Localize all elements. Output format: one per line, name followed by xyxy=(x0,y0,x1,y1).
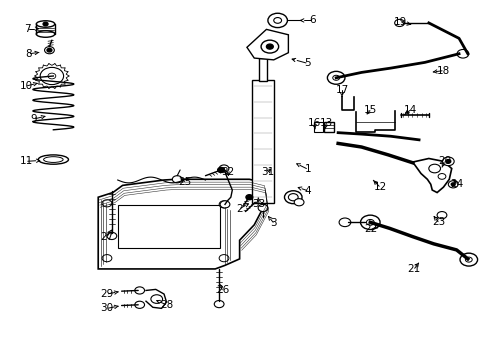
Circle shape xyxy=(219,255,228,262)
Text: 13: 13 xyxy=(319,118,332,128)
Circle shape xyxy=(447,181,457,188)
Text: 12: 12 xyxy=(373,182,386,192)
Text: 29: 29 xyxy=(100,289,113,299)
Text: 2: 2 xyxy=(236,204,243,214)
Circle shape xyxy=(459,253,477,266)
Circle shape xyxy=(273,18,281,23)
Circle shape xyxy=(338,218,350,226)
Text: 25: 25 xyxy=(178,177,191,187)
Circle shape xyxy=(48,73,56,79)
Text: 5: 5 xyxy=(304,58,310,68)
Circle shape xyxy=(267,13,287,28)
Polygon shape xyxy=(98,179,266,269)
Circle shape xyxy=(219,165,228,172)
Circle shape xyxy=(40,67,63,85)
Circle shape xyxy=(135,287,144,294)
Circle shape xyxy=(172,176,182,183)
Text: 11: 11 xyxy=(20,156,33,166)
Circle shape xyxy=(44,46,54,54)
Text: 23: 23 xyxy=(431,217,444,227)
Circle shape xyxy=(217,167,224,172)
Circle shape xyxy=(394,19,404,27)
FancyBboxPatch shape xyxy=(252,80,273,203)
Text: 14: 14 xyxy=(403,105,416,115)
Text: 24: 24 xyxy=(449,179,462,189)
Circle shape xyxy=(261,40,278,53)
Circle shape xyxy=(437,174,445,179)
Text: 15: 15 xyxy=(363,105,376,115)
Polygon shape xyxy=(412,158,451,193)
Text: 32: 32 xyxy=(221,167,234,177)
Text: 4: 4 xyxy=(304,186,310,196)
Text: 28: 28 xyxy=(160,300,173,310)
Text: 10: 10 xyxy=(20,81,33,91)
Circle shape xyxy=(465,257,471,262)
Ellipse shape xyxy=(36,21,55,27)
Text: 30: 30 xyxy=(100,303,113,314)
Circle shape xyxy=(288,194,298,201)
Text: 7: 7 xyxy=(24,24,31,34)
Text: 3: 3 xyxy=(270,218,277,228)
Text: 20: 20 xyxy=(437,156,450,166)
Polygon shape xyxy=(246,30,288,60)
Text: 1: 1 xyxy=(304,164,310,174)
Ellipse shape xyxy=(43,157,63,162)
Text: 16: 16 xyxy=(307,118,320,128)
Circle shape xyxy=(445,159,450,163)
FancyBboxPatch shape xyxy=(259,58,266,81)
Circle shape xyxy=(102,255,112,262)
Text: 8: 8 xyxy=(25,49,32,59)
Text: 22: 22 xyxy=(364,225,377,234)
Circle shape xyxy=(327,71,344,84)
Circle shape xyxy=(219,201,228,208)
Ellipse shape xyxy=(36,31,55,37)
Text: 9: 9 xyxy=(30,114,37,124)
Circle shape xyxy=(284,191,302,204)
Text: 27: 27 xyxy=(100,232,113,242)
Text: 21: 21 xyxy=(407,264,420,274)
Circle shape xyxy=(43,22,48,26)
Circle shape xyxy=(332,75,339,80)
Circle shape xyxy=(220,201,229,208)
Text: 19: 19 xyxy=(393,17,407,27)
Circle shape xyxy=(258,204,267,212)
Text: 18: 18 xyxy=(436,66,449,76)
Circle shape xyxy=(266,44,273,49)
Circle shape xyxy=(214,301,224,308)
FancyBboxPatch shape xyxy=(324,122,333,132)
Circle shape xyxy=(428,164,440,173)
Circle shape xyxy=(245,195,252,200)
Circle shape xyxy=(294,199,304,206)
Circle shape xyxy=(102,200,112,207)
Circle shape xyxy=(436,212,446,219)
Circle shape xyxy=(366,220,373,225)
Circle shape xyxy=(151,295,162,303)
Circle shape xyxy=(107,232,117,239)
Text: 33: 33 xyxy=(252,199,265,210)
Circle shape xyxy=(135,301,144,309)
Circle shape xyxy=(47,48,52,52)
Text: 17: 17 xyxy=(335,85,348,95)
FancyBboxPatch shape xyxy=(118,205,220,248)
Circle shape xyxy=(360,215,379,229)
Circle shape xyxy=(442,157,453,166)
Text: 6: 6 xyxy=(309,15,315,26)
FancyBboxPatch shape xyxy=(314,122,323,132)
Circle shape xyxy=(450,183,454,186)
Ellipse shape xyxy=(38,155,68,164)
Circle shape xyxy=(456,49,468,58)
Text: 31: 31 xyxy=(261,167,274,177)
Text: 26: 26 xyxy=(216,285,229,296)
